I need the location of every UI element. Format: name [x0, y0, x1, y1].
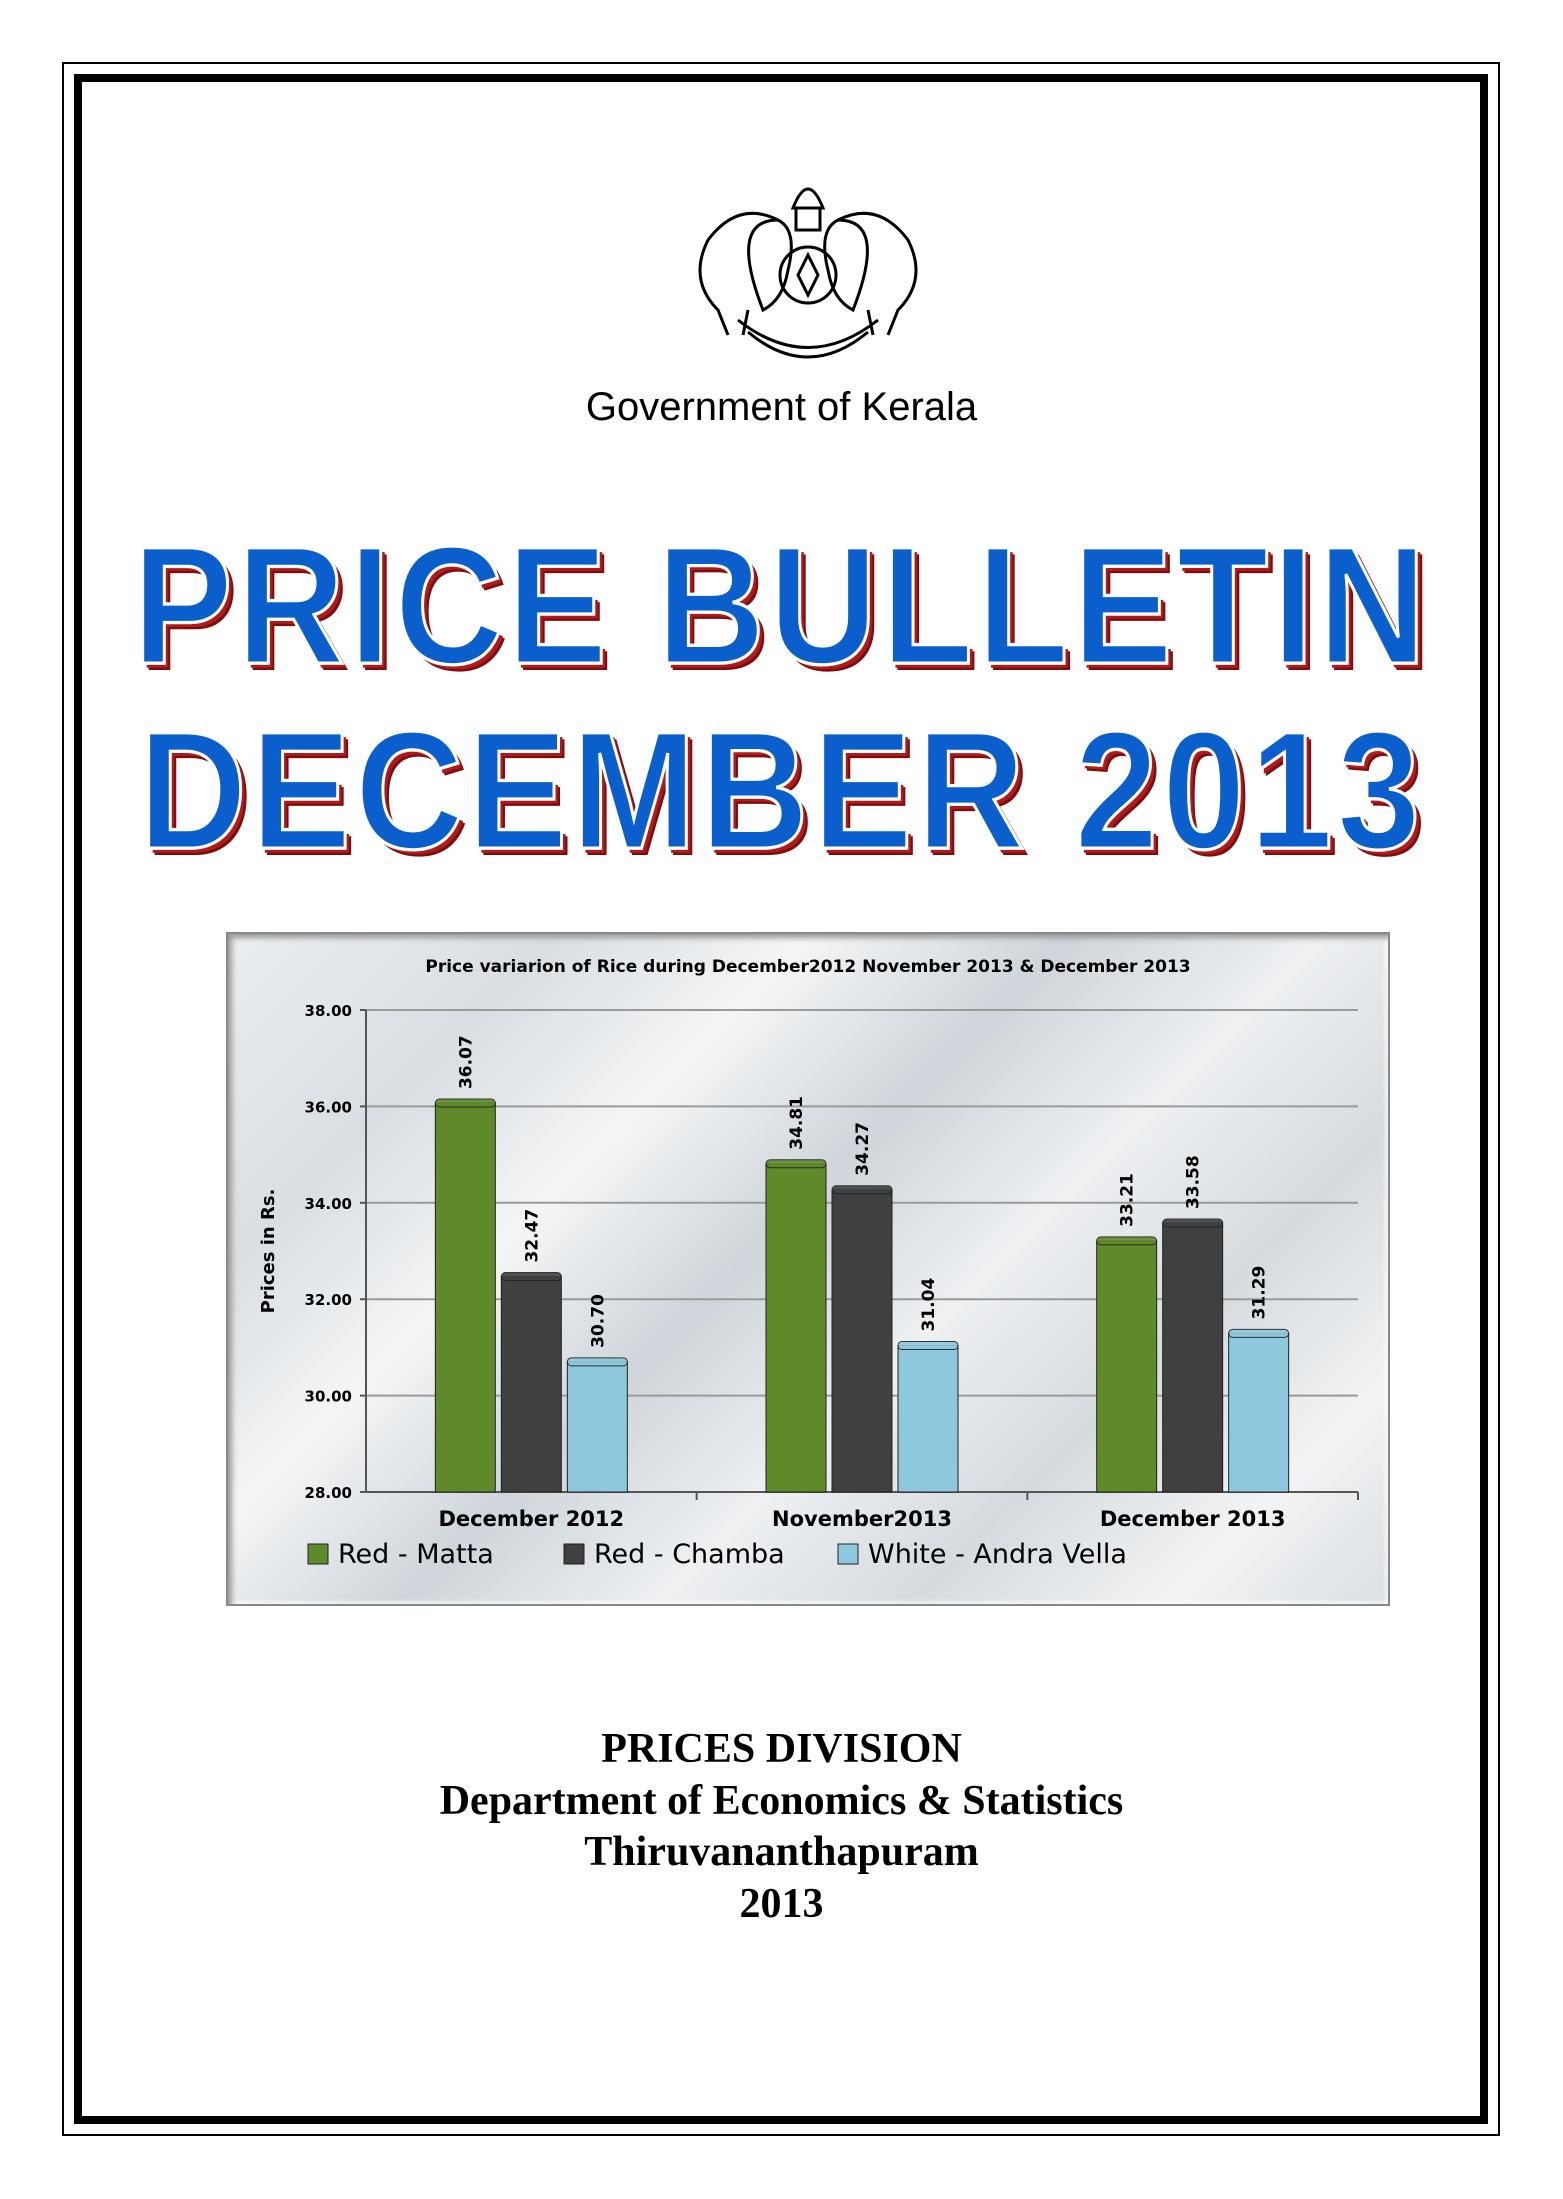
chart-title: Price variarion of Rice during December2… — [425, 957, 1190, 977]
data-label: 31.29 — [1250, 1266, 1270, 1320]
bar — [1162, 1222, 1224, 1493]
legend-label: White - Andra Vella — [868, 1539, 1127, 1570]
bar — [765, 1163, 827, 1493]
division-name: PRICES DIVISION — [601, 1726, 962, 1772]
chart-svg: Price variarion of Rice during December2… — [258, 957, 1359, 1570]
bar-cap — [1228, 1328, 1290, 1338]
bar-cap — [765, 1159, 827, 1169]
bar-cap — [1162, 1218, 1224, 1228]
kerala-emblem-icon — [698, 187, 918, 359]
legend-swatch — [563, 1543, 585, 1565]
bar — [566, 1361, 628, 1493]
bar — [1228, 1332, 1290, 1493]
legend-label: Red - Chamba — [594, 1539, 785, 1570]
data-label: 33.58 — [1184, 1155, 1204, 1209]
bar — [831, 1189, 893, 1493]
bar-cap — [500, 1272, 562, 1282]
legend-label: Red - Matta — [338, 1539, 494, 1570]
data-label: 31.04 — [919, 1278, 939, 1332]
legend-swatch — [307, 1543, 329, 1565]
bar-cap — [831, 1185, 893, 1195]
y-tick-label: 30.00 — [305, 1388, 352, 1406]
y-tick-label: 38.00 — [305, 1002, 352, 1020]
y-tick-label: 36.00 — [305, 1098, 352, 1116]
bar-cap — [566, 1357, 628, 1367]
x-tick-label: December 2013 — [1100, 1507, 1286, 1531]
data-label: 36.07 — [456, 1035, 476, 1089]
y-tick-label: 28.00 — [305, 1484, 352, 1502]
government-name: Government of Kerala — [585, 385, 978, 429]
inner-border — [74, 74, 1488, 2124]
data-label: 32.47 — [522, 1209, 542, 1263]
x-tick-label: December 2012 — [439, 1507, 625, 1531]
publication-year: 2013 — [739, 1881, 824, 1927]
bar — [1096, 1240, 1158, 1493]
rice-price-chart: Price variarion of Rice during December2… — [226, 932, 1390, 1606]
x-tick-label: November2013 — [772, 1507, 952, 1531]
bar-cap — [897, 1340, 959, 1350]
y-tick-label: 34.00 — [305, 1195, 352, 1213]
bar — [434, 1102, 496, 1493]
y-tick-label: 32.00 — [305, 1291, 352, 1309]
bar-cap — [1096, 1236, 1158, 1246]
bar-cap — [434, 1098, 496, 1108]
bulletin-month: DECEMBER 2013 — [137, 695, 1425, 885]
bar — [897, 1344, 959, 1493]
city-name: Thiruvananthapuram — [584, 1829, 979, 1875]
data-label: 33.21 — [1118, 1173, 1138, 1227]
data-label: 30.70 — [588, 1294, 608, 1348]
y-axis-label: Prices in Rs. — [258, 1189, 279, 1314]
outer-border — [62, 62, 1500, 2136]
bulletin-title: PRICE BULLETIN — [131, 510, 1431, 700]
data-label: 34.27 — [853, 1122, 873, 1176]
department-name: Department of Economics & Statistics — [439, 1778, 1124, 1824]
bar — [500, 1276, 562, 1493]
data-label: 34.81 — [787, 1096, 807, 1150]
legend-swatch — [837, 1543, 859, 1565]
